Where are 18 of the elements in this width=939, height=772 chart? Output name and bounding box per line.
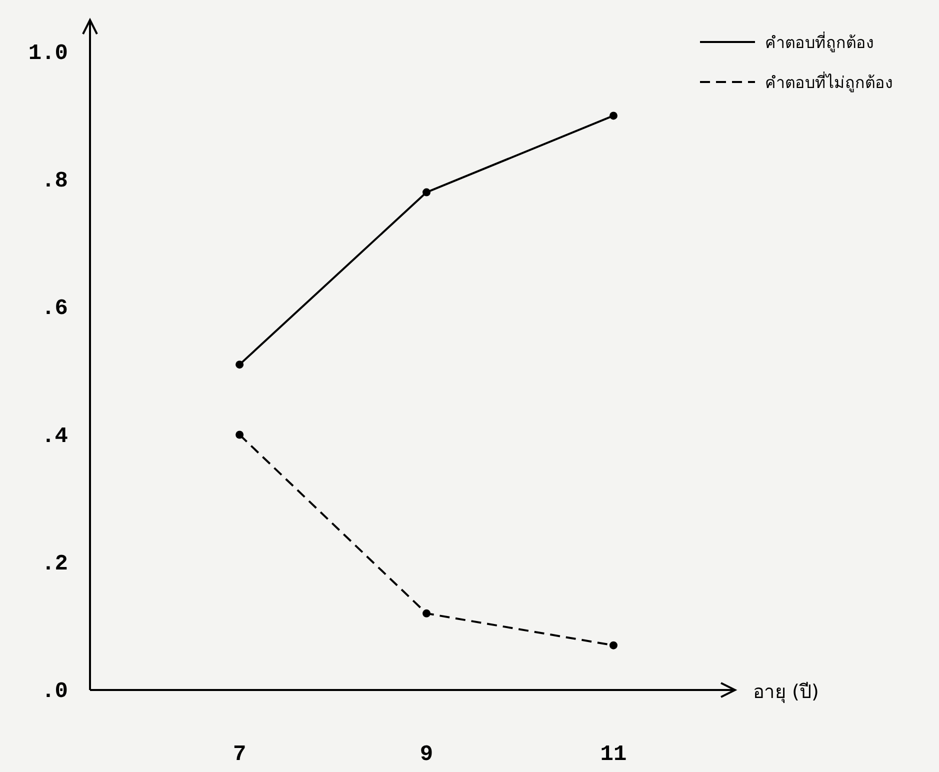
x-tick-label: 9 [420,742,434,767]
y-tick-label: .2 [42,551,68,576]
y-tick-label: 1.0 [28,40,68,66]
y-tick-label: .6 [42,296,68,322]
legend-label: คำตอบที่ถูกต้อง [765,31,874,53]
y-tick-label: .8 [42,168,68,194]
legend-label: คำตอบที่ไม่ถูกต้อง [765,71,893,93]
point [609,641,618,650]
y-tick-label: .0 [42,679,68,704]
y-tick-label: .4 [42,424,68,449]
point [236,430,244,439]
x-tick-label: 11 [600,742,627,767]
x-axis-title: อายุ (ปี) [753,681,819,704]
point [609,112,618,120]
x-tick-label: 7 [232,742,246,767]
point [422,609,431,618]
point [422,188,431,196]
point [236,360,244,369]
